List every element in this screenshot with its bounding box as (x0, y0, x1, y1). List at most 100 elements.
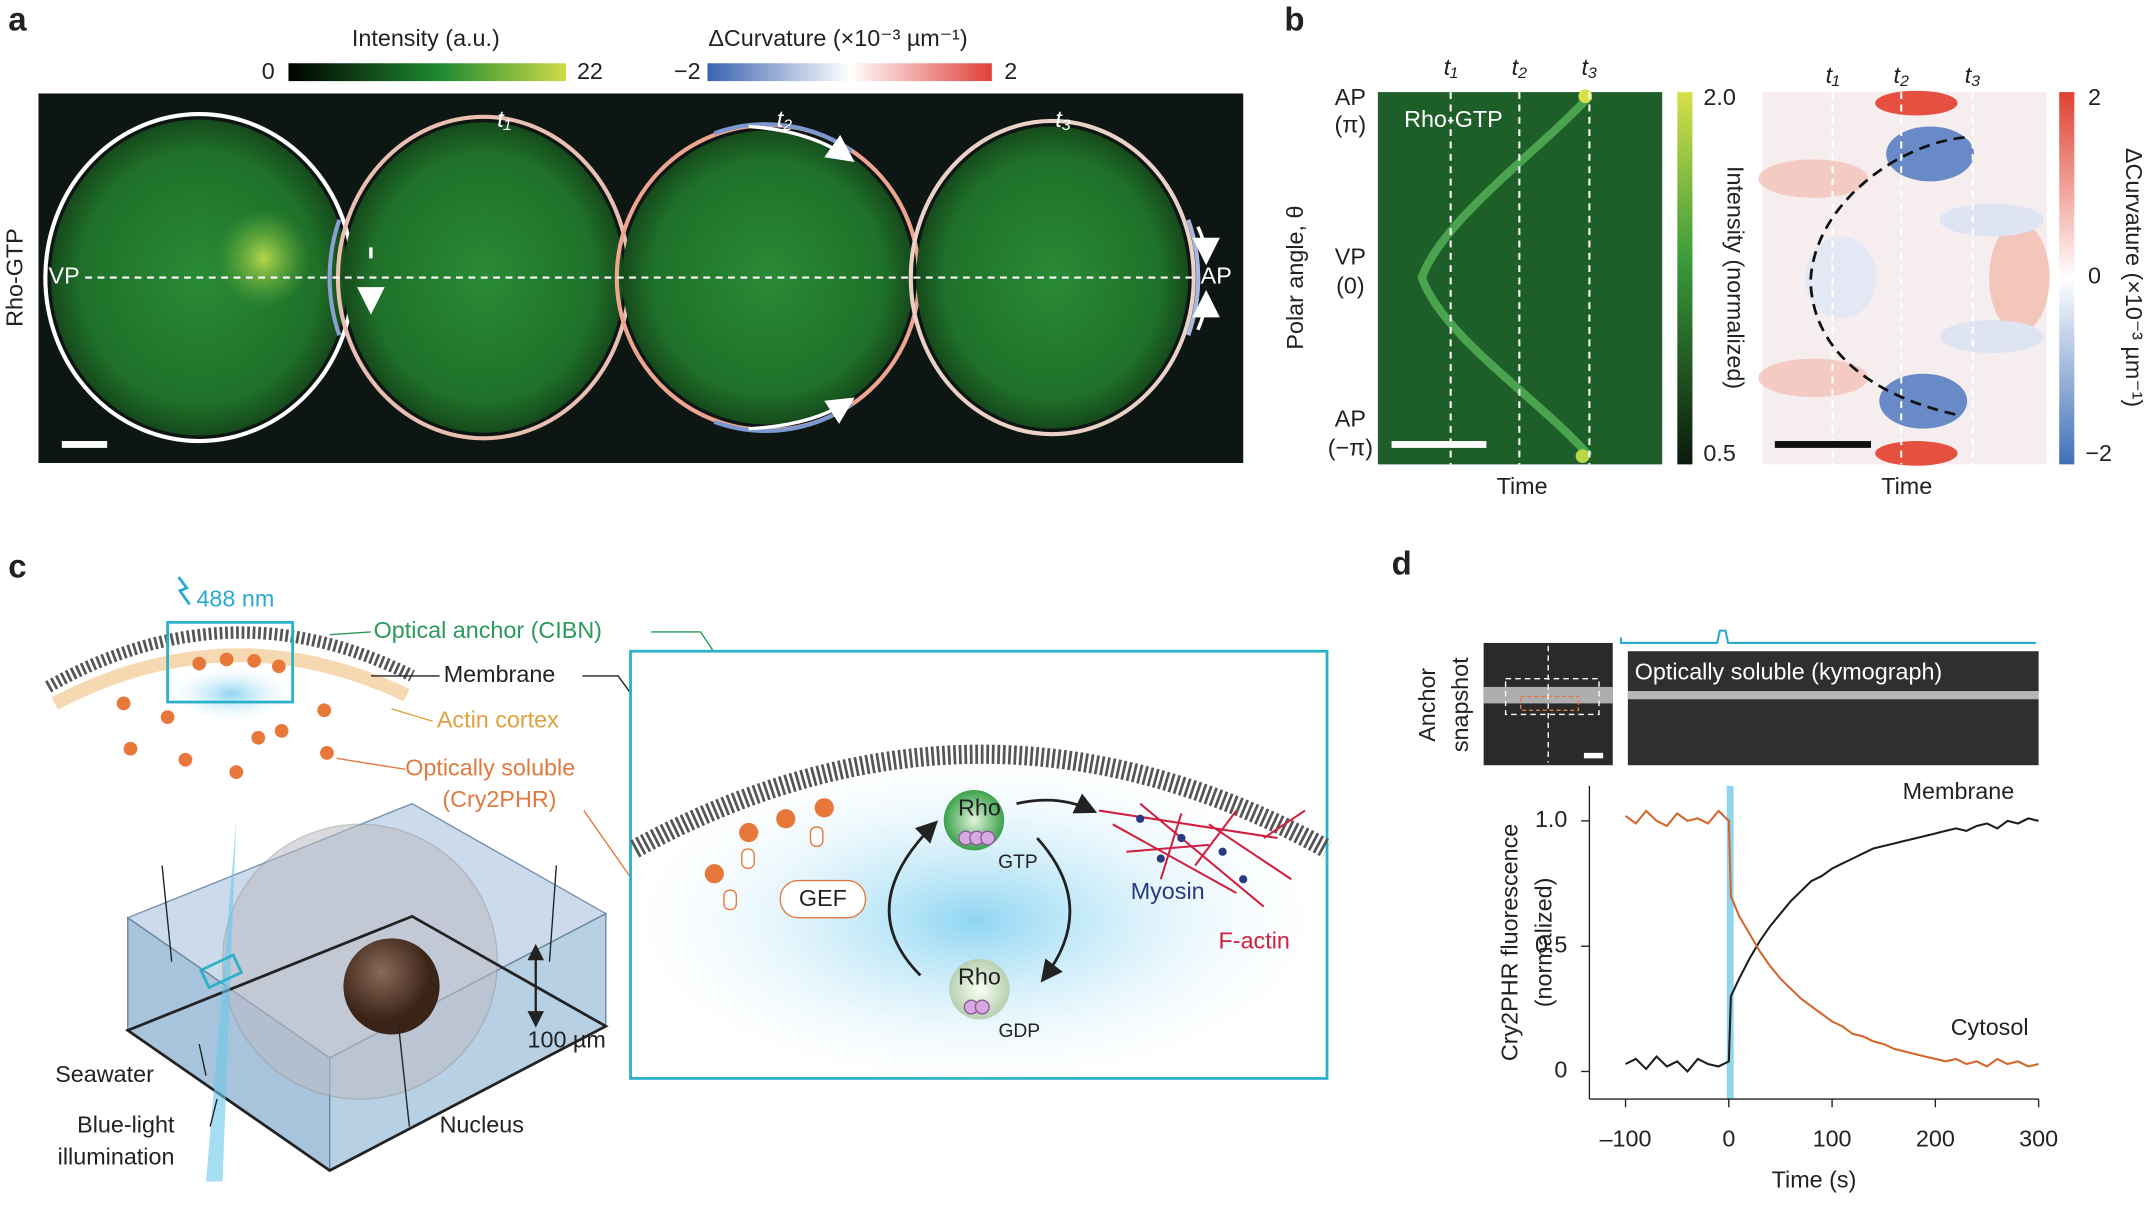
molecules (320, 745, 334, 760)
panel-label: a (8, 1, 27, 38)
colorbar-title: Intensity (a.u.) (352, 25, 500, 51)
myosin-motifs (1136, 814, 1248, 884)
molecules (271, 659, 286, 674)
curvature-patches (1875, 441, 1958, 466)
scale-bar (61, 441, 108, 448)
kymograph-label: Optically soluble (kymograph) (1635, 658, 1942, 684)
time-label: t₃ (1055, 106, 1071, 132)
pole-label: AP (1201, 263, 1232, 289)
y-axis-title: (normalized) (1531, 878, 1557, 1008)
colorbar-title: ΔCurvature (×10⁻³ µm⁻¹) (708, 25, 967, 51)
arrows (1192, 226, 1220, 266)
time-label: t₂ (1512, 54, 1527, 80)
light-pulse (1726, 785, 1734, 1100)
gef-box (779, 879, 867, 919)
myosin-motifs (1177, 833, 1186, 843)
molecules (274, 724, 289, 738)
angle-label: AP (1335, 406, 1366, 432)
curvature-patches (1939, 203, 2045, 237)
y-tick-label: 0 (1554, 1057, 1567, 1083)
panel-label: c (8, 547, 26, 584)
illumination-label: Blue-light (77, 1112, 175, 1138)
molecules (178, 752, 193, 767)
scale-bar (1583, 752, 1604, 759)
light-spot (168, 666, 293, 722)
light-icon (177, 576, 191, 606)
inset-label: Rho-GTP (1404, 106, 1503, 132)
curvature-patches (1875, 90, 1958, 116)
time-label: t₁ (1826, 62, 1840, 88)
leaders (329, 631, 371, 636)
colorbar (707, 63, 992, 82)
time-label: t₂ (777, 106, 792, 132)
cycle-arrows (1016, 793, 1098, 814)
curvature-patches (1879, 373, 1968, 429)
anchor-label: Optical anchor (CIBN) (374, 617, 602, 643)
cell-outline (908, 118, 1196, 437)
rho-label: Rho (958, 794, 1001, 820)
colorbar (288, 63, 566, 82)
time-label: t₁ (1444, 54, 1458, 80)
time-markers (1831, 92, 1974, 465)
sample-cube (124, 914, 609, 1173)
soluble-label: (Cry2PHR) (442, 786, 556, 812)
cycle-arrows (887, 793, 1098, 983)
myosin-label: Myosin (1131, 878, 1205, 904)
leaders (391, 708, 433, 722)
myosin-motifs (1239, 875, 1248, 884)
axis-title: Time (1497, 473, 1548, 499)
molecules (116, 652, 334, 779)
axis-title: Polar angle, θ (1282, 206, 1308, 350)
colorbar-min: 0 (262, 58, 275, 84)
colorbar-max: 2 (1004, 58, 1017, 84)
colorbar-min: 0.5 (1703, 440, 1735, 466)
anchors (704, 798, 834, 911)
actin-label: F-actin (1219, 928, 1290, 954)
curvature-patches (1939, 320, 2045, 354)
gdp-label: GDP (998, 1021, 1040, 1042)
angle-label: (π) (1335, 112, 1367, 138)
leaders (336, 757, 406, 771)
roi-stim (1520, 695, 1580, 711)
curvature-patches (1758, 358, 1869, 398)
time-label: t₃ (1582, 54, 1598, 80)
outline-segment (327, 219, 342, 336)
arrows (748, 124, 855, 163)
sample-cube (124, 802, 609, 1182)
hotspot (1575, 449, 1590, 464)
sample-cube (199, 953, 244, 990)
colorbar (2059, 92, 2075, 465)
x-tick-label: 0 (1722, 1125, 1735, 1151)
series-line (1625, 817, 2039, 1073)
molecules (247, 653, 262, 668)
arrows (748, 397, 855, 431)
colorbar-mid: 0 (2088, 263, 2101, 289)
curvature-patches (1805, 236, 1877, 319)
angle-label: (0) (1336, 272, 1365, 298)
colorbar-min: −2 (2085, 440, 2112, 466)
actin-network (1098, 802, 1306, 908)
anchors (814, 798, 834, 818)
curvature-patches (1989, 222, 2050, 333)
colorbar-title: ΔCurvature (×10⁻³ µm⁻¹) (2121, 148, 2147, 407)
pole-label: VP (49, 263, 80, 289)
series-label: Cytosol (1951, 1014, 2029, 1040)
sample-cube (343, 938, 440, 1035)
anchors (809, 826, 824, 847)
series-line (1624, 809, 2039, 1068)
depth-label: 100 µm (528, 1027, 606, 1053)
molecules (160, 710, 175, 725)
anchors (739, 822, 759, 843)
nucleus-label: Nucleus (440, 1112, 524, 1138)
outline-segment (1186, 219, 1201, 336)
colorbar-max: 22 (577, 58, 603, 84)
y-axis-title: Cry2PHR fluorescence (1496, 824, 1522, 1061)
light-glow (631, 755, 1319, 1086)
y-tick-label: 0.5 (1535, 931, 1567, 957)
anchors (723, 889, 738, 911)
x-tick-label: –100 (1600, 1125, 1652, 1151)
angle-label: (−π) (1328, 434, 1373, 460)
x-tick-label: 200 (1916, 1125, 1955, 1151)
myosin-motifs (1156, 854, 1165, 863)
